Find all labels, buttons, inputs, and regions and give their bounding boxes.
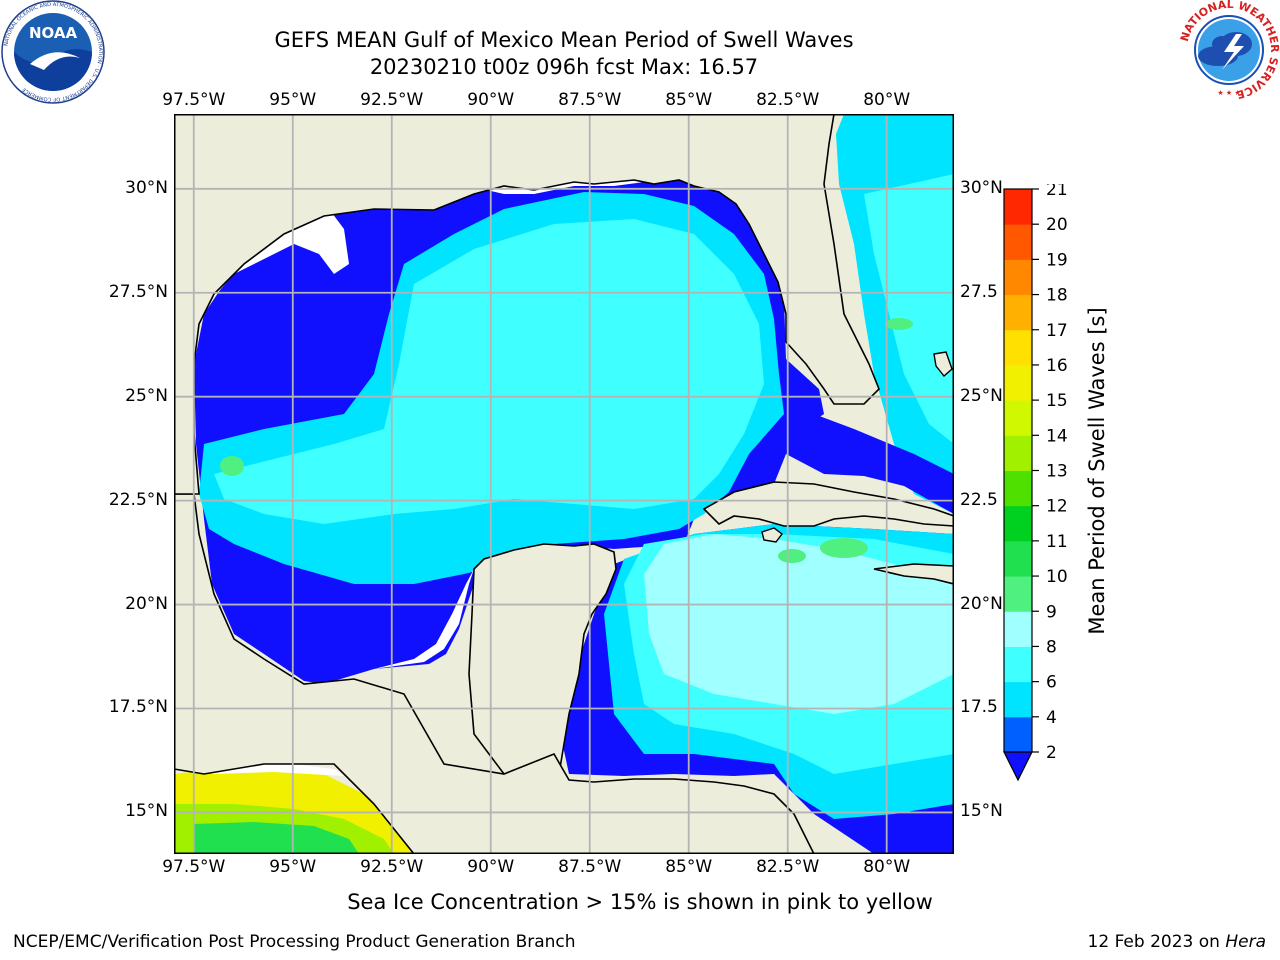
no-data-campeche: [374, 569, 474, 669]
colorbar-block: [1004, 329, 1032, 366]
colorbar-tick-label: 4: [1046, 708, 1057, 728]
caribbean-water-pale-cyan: [644, 534, 954, 714]
colorbar-block: [1004, 540, 1032, 577]
lat-label-left: 22.5°N: [108, 489, 168, 510]
caribbean-green-patch-1: [820, 538, 868, 558]
colorbar-label: Mean Period of Swell Waves [s]: [1085, 307, 1109, 635]
noaa-logo-text: NOAA: [29, 24, 78, 42]
hispaniola-edge-land: [873, 563, 954, 585]
caribbean-green-patch-2: [778, 549, 806, 563]
isle-of-youth: [761, 527, 783, 543]
lon-label-bottom: 95°W: [269, 857, 317, 877]
colorbar-block: [1004, 294, 1032, 331]
colorbar-tick-label: 6: [1046, 673, 1057, 693]
map-frame: [174, 114, 954, 854]
colorbar-block: [1004, 611, 1032, 647]
colorbar-block: [1004, 505, 1032, 542]
lat-label-left: 20°N: [125, 593, 168, 614]
lon-label-top: 92.5°W: [360, 90, 424, 110]
us-gulf-coast-land: [174, 114, 954, 495]
colorbar-tick-label: 16: [1046, 356, 1068, 376]
colorbar-block: [1004, 470, 1032, 507]
swell-period-map: [174, 114, 954, 854]
lon-label-top: 82.5°W: [756, 90, 820, 110]
lon-label-bottom: 87.5°W: [558, 857, 622, 877]
colorbar-block: [1004, 716, 1032, 753]
colorbar-tick-label: 15: [1046, 391, 1068, 411]
map-gridlines: [174, 114, 954, 854]
lon-label-top: 80°W: [863, 90, 911, 110]
colorbar-block: [1004, 259, 1032, 296]
yucatan-land: [468, 543, 617, 775]
no-data-texas-shelf: [199, 206, 349, 314]
colorbar-tick-label: 13: [1046, 462, 1068, 482]
gulf-green-patch: [220, 456, 244, 476]
colorbar-extend-arrow: [1003, 751, 1033, 782]
lon-label-bottom: 80°W: [863, 857, 911, 877]
colorbar: 2 4 6 8 9 10 11 12 13 14 15 16 17 18 19 20 21: [1003, 184, 1068, 782]
colorbar-tick-label: 20: [1046, 215, 1068, 235]
colorbar-tick-label: 9: [1046, 602, 1057, 622]
lat-label-left: 17.5°N: [108, 697, 168, 718]
colorbar-tick-label: 17: [1046, 321, 1068, 341]
bahamas-andros: [933, 351, 953, 378]
colorbar-tick-label: 2: [1046, 743, 1057, 763]
atlantic-green-patch: [885, 318, 913, 330]
lat-label-right: 30°N: [960, 177, 1003, 198]
colorbar-tick-label: 18: [1046, 286, 1068, 306]
lat-label-left: 15°N: [125, 801, 168, 822]
credit-text: NCEP/EMC/Verification Post Processing Pr…: [13, 932, 576, 952]
noaa-logo: NOAA NATIONAL OCEANIC AND ATMOSPHERIC AD…: [1, 0, 105, 104]
colorbar-block: [1004, 224, 1032, 260]
lon-label-top: 90°W: [467, 90, 515, 110]
lon-label-bottom: 85°W: [665, 857, 713, 877]
colorbar-tick-label: 19: [1046, 250, 1068, 270]
lon-label-top: 97.5°W: [162, 90, 226, 110]
lon-label-bottom: 82.5°W: [756, 857, 820, 877]
lon-label-top: 87.5°W: [558, 90, 622, 110]
chart-title: GEFS MEAN Gulf of Mexico Mean Period of …: [274, 28, 854, 52]
colorbar-block: [1004, 576, 1032, 612]
lat-label-left: 27.5°N: [108, 281, 168, 302]
date-stamp: 12 Feb 2023 on Hera: [1088, 932, 1266, 952]
colorbar-tick-label: 12: [1046, 497, 1068, 517]
lon-label-bottom: 92.5°W: [360, 857, 424, 877]
lat-label-right: 27.5: [960, 281, 998, 302]
lon-label-top: 95°W: [269, 90, 317, 110]
lat-label-left: 30°N: [125, 177, 168, 198]
lat-label-right: 20°N: [960, 593, 1003, 614]
colorbar-tick-label: 21: [1046, 184, 1068, 200]
lat-label-right: 15°N: [960, 801, 1003, 822]
machine-name: Hera: [1225, 932, 1266, 952]
sea-ice-caption: Sea Ice Concentration > 15% is shown in …: [347, 890, 933, 914]
lat-label-left: 25°N: [125, 385, 168, 406]
date-text: 12 Feb 2023 on: [1087, 932, 1220, 952]
gulf-water-light-cyan: [214, 219, 764, 524]
colorbar-tick-label: 14: [1046, 426, 1068, 446]
colorbar-block: [1004, 681, 1032, 718]
colorbar-tick-label: 8: [1046, 637, 1057, 657]
colorbar-tick-label: 10: [1046, 567, 1068, 587]
lat-label-right: 25°N: [960, 385, 1003, 406]
lon-label-bottom: 90°W: [467, 857, 515, 877]
colorbar-block: [1004, 400, 1032, 436]
florida-straits-blue: [782, 414, 954, 514]
colorbar-tick-label: 11: [1046, 532, 1068, 552]
cuba-land: [702, 481, 954, 527]
central-america-land: [174, 493, 954, 854]
chart-subtitle: 20230210 t00z 096h fcst Max: 16.57: [369, 55, 759, 79]
pacific-darkgreen-patch: [194, 822, 359, 854]
lon-label-bottom: 97.5°W: [162, 857, 226, 877]
lon-label-top: 85°W: [665, 90, 713, 110]
svg-text:★ ★ ★: ★ ★ ★: [1217, 89, 1240, 97]
colorbar-block: [1004, 435, 1032, 471]
colorbar-block: [1004, 646, 1032, 683]
nws-logo: NATIONAL WEATHER SERVICE ★ ★ ★: [1178, 0, 1280, 100]
colorbar-block: [1004, 364, 1032, 401]
lat-label-right: 22.5: [960, 489, 998, 510]
colorbar-block: [1004, 189, 1032, 225]
lat-label-right: 17.5: [960, 697, 998, 718]
